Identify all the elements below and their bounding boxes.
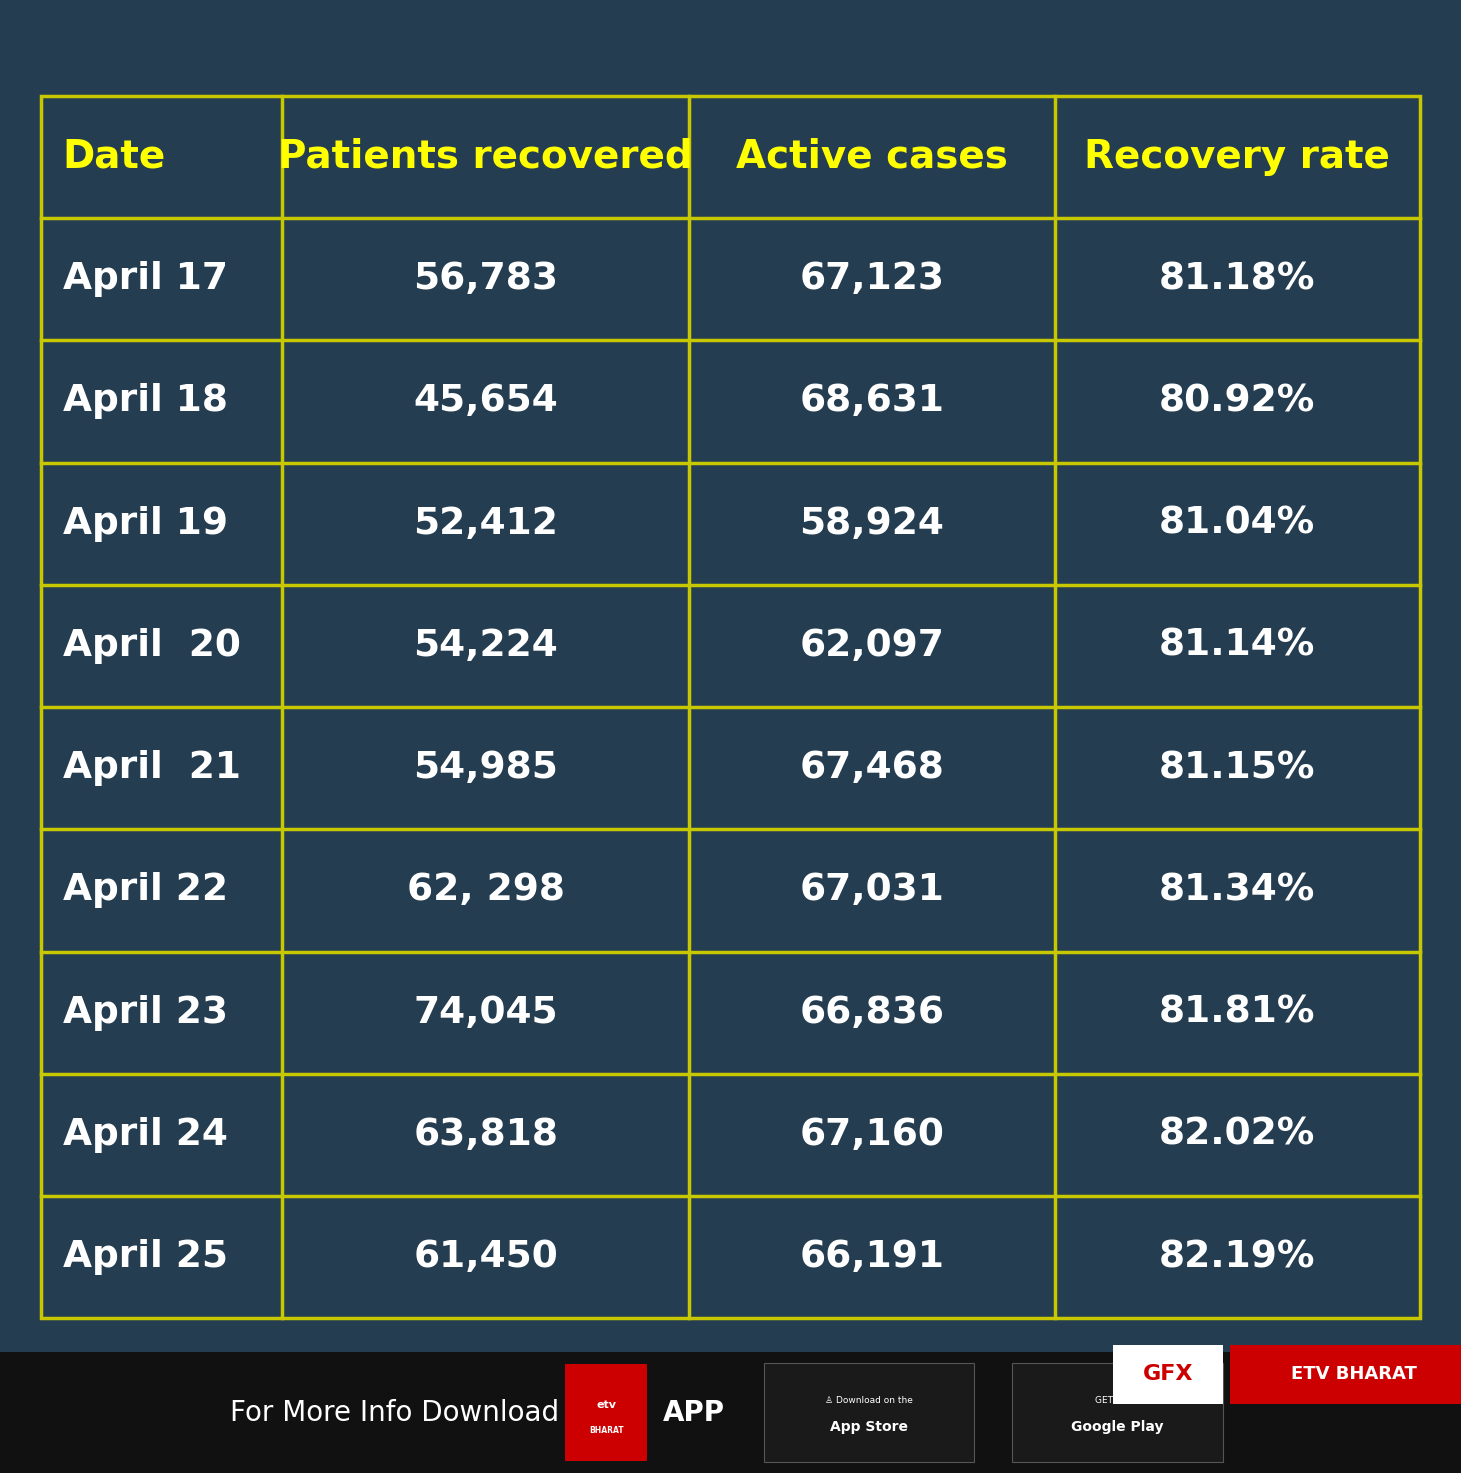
- Text: 62,097: 62,097: [799, 627, 944, 664]
- Text: Active cases: Active cases: [736, 138, 1008, 175]
- Text: 80.92%: 80.92%: [1159, 383, 1315, 420]
- Text: ETV BHARAT: ETV BHARAT: [1292, 1365, 1417, 1383]
- Text: April 22: April 22: [63, 872, 228, 909]
- Text: 67,031: 67,031: [799, 872, 944, 909]
- Text: 81.18%: 81.18%: [1159, 261, 1315, 298]
- Text: 74,045: 74,045: [413, 994, 558, 1031]
- Text: April  21: April 21: [63, 750, 241, 787]
- Text: April 23: April 23: [63, 994, 228, 1031]
- Text: 54,224: 54,224: [413, 627, 558, 664]
- Text: 62, 298: 62, 298: [406, 872, 565, 909]
- Text: 81.81%: 81.81%: [1159, 994, 1315, 1031]
- Text: April 25: April 25: [63, 1239, 228, 1276]
- Text: 81.15%: 81.15%: [1159, 750, 1315, 787]
- Bar: [1113, 1345, 1223, 1404]
- Text: etv: etv: [596, 1401, 617, 1410]
- Text: For More Info Download: For More Info Download: [229, 1398, 560, 1427]
- Bar: [1012, 1363, 1223, 1463]
- Text: Google Play: Google Play: [1071, 1420, 1164, 1435]
- Text: APP: APP: [663, 1398, 725, 1427]
- Text: Recovery rate: Recovery rate: [1084, 138, 1391, 175]
- Text: 56,783: 56,783: [413, 261, 558, 298]
- Text: GET IT ON: GET IT ON: [1094, 1396, 1141, 1405]
- Text: App Store: App Store: [830, 1420, 909, 1435]
- Text: 66,191: 66,191: [799, 1239, 944, 1276]
- Bar: [41, 96, 1420, 1318]
- Text: April 24: April 24: [63, 1117, 228, 1153]
- Text: ♙ Download on the: ♙ Download on the: [825, 1396, 913, 1405]
- Text: 82.02%: 82.02%: [1159, 1117, 1315, 1153]
- Text: April  20: April 20: [63, 627, 241, 664]
- Text: 67,123: 67,123: [799, 261, 944, 298]
- Text: 67,468: 67,468: [799, 750, 944, 787]
- Text: 52,412: 52,412: [413, 505, 558, 542]
- Text: 82.19%: 82.19%: [1159, 1239, 1315, 1276]
- Text: April 18: April 18: [63, 383, 228, 420]
- Text: April 17: April 17: [63, 261, 228, 298]
- Text: 68,631: 68,631: [799, 383, 944, 420]
- Text: April 19: April 19: [63, 505, 228, 542]
- Text: GFX: GFX: [1143, 1364, 1194, 1385]
- Text: 81.34%: 81.34%: [1159, 872, 1315, 909]
- Bar: [565, 1364, 647, 1461]
- Text: 66,836: 66,836: [799, 994, 944, 1031]
- Text: 58,924: 58,924: [799, 505, 944, 542]
- Text: 61,450: 61,450: [413, 1239, 558, 1276]
- Bar: [0, 1352, 1461, 1473]
- Text: BHARAT: BHARAT: [589, 1426, 624, 1435]
- Bar: [1230, 1345, 1461, 1404]
- Text: 63,818: 63,818: [413, 1117, 558, 1153]
- Text: 45,654: 45,654: [413, 383, 558, 420]
- Text: Date: Date: [63, 138, 167, 175]
- Text: 81.14%: 81.14%: [1159, 627, 1315, 664]
- Text: 81.04%: 81.04%: [1159, 505, 1315, 542]
- Text: 54,985: 54,985: [413, 750, 558, 787]
- Text: 67,160: 67,160: [799, 1117, 944, 1153]
- Bar: [764, 1363, 974, 1463]
- Text: Patients recovered: Patients recovered: [278, 138, 693, 175]
